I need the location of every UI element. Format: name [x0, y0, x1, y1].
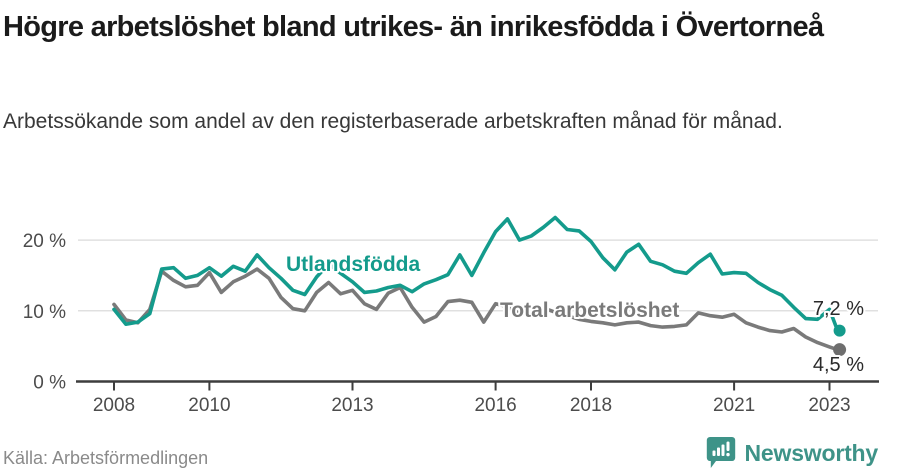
- y-tick-label-20: 20 %: [23, 231, 66, 252]
- end-value-label-total-arbetsl-shet: 4,5 %: [813, 354, 864, 376]
- bar-2: [716, 447, 720, 456]
- exclamation-bar: [726, 441, 730, 451]
- x-tick-label-2010: 2010: [188, 395, 230, 416]
- y-tick-label-0: 0 %: [33, 373, 66, 394]
- brand-logo: Newsworthy: [706, 436, 878, 470]
- speech-bubble-shape: [706, 437, 735, 468]
- x-tick-label-2013: 2013: [331, 395, 373, 416]
- bar-1: [712, 450, 716, 456]
- x-tick-label-2018: 2018: [570, 395, 612, 416]
- x-tick-label-2023: 2023: [808, 395, 850, 416]
- series-label-utlandsf-dda: Utlandsfödda: [286, 253, 420, 276]
- end-dot-utlandsf-dda: [833, 324, 846, 337]
- y-tick-label-10: 10 %: [23, 302, 66, 323]
- chart-title: Högre arbetslöshet bland utrikes- än inr…: [3, 11, 824, 43]
- series-label-total-arbetsl-shet: Total arbetslöshet: [500, 299, 679, 322]
- bar-3: [721, 444, 725, 456]
- brand-name: Newsworthy: [744, 439, 879, 466]
- source-attribution: Källa: Arbetsförmedlingen: [3, 448, 209, 468]
- series-line-total-arbetsl-shet: [112, 267, 840, 352]
- x-tick-label-2016: 2016: [474, 395, 516, 416]
- speech-bubble-bar-chart-icon: [706, 437, 735, 468]
- end-dot-total-arbetsl-shet: [833, 343, 847, 357]
- exclamation-dot: [725, 452, 730, 457]
- end-value-label-utlandsf-dda: 7,2 %: [813, 298, 864, 320]
- series-line-utlandsf-dda: [112, 215, 840, 333]
- x-tick-label-2008: 2008: [93, 395, 135, 416]
- x-tick-label-2021: 2021: [713, 395, 755, 416]
- chart-subtitle: Arbetssökande som andel av den registerb…: [3, 110, 783, 133]
